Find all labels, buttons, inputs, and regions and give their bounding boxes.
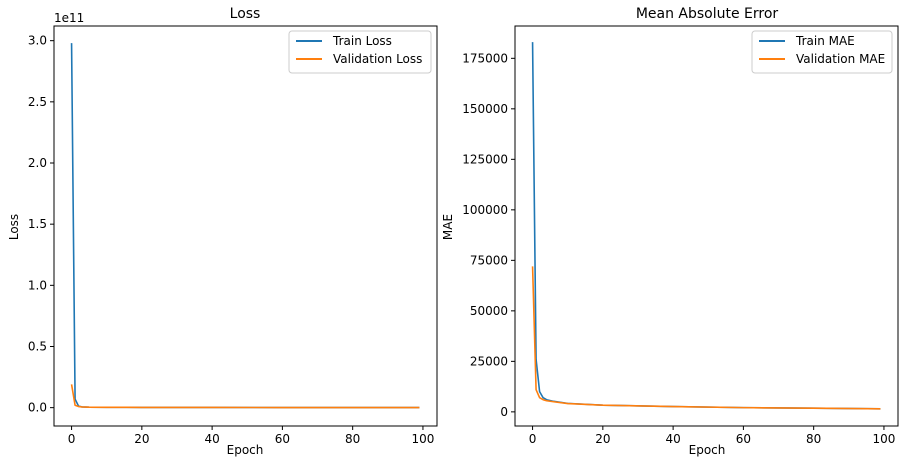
mae-ticks: 0 20 40 60 80 100 0 25000 50000 75000 100000 125000… (462, 51, 895, 446)
mae-chart: Mean Absolute Error Epoch MAE 0 20 40 60 80 1… (441, 6, 898, 457)
mae-y-tick-label: 175000 (462, 51, 508, 65)
mae-y-tick-label: 125000 (462, 152, 508, 166)
loss-series-line-train (72, 43, 420, 407)
loss-y-tick-label: 0.0 (28, 401, 47, 415)
mae-y-tick-label: 25000 (470, 354, 508, 368)
mae-chart-title: Mean Absolute Error (636, 6, 779, 22)
loss-y-tick-label: 0.5 (28, 339, 47, 353)
loss-offset-text: 1e11 (54, 11, 84, 25)
loss-x-tick-label: 60 (275, 432, 290, 446)
mae-x-tick-label: 60 (736, 432, 751, 446)
mae-legend-label-train: Train MAE (795, 34, 855, 48)
loss-x-tick-label: 40 (204, 432, 219, 446)
loss-legend-label-train: Train Loss (332, 34, 392, 48)
mae-legend: Train MAE Validation MAE (752, 31, 892, 73)
mae-x-axis-label: Epoch (689, 443, 726, 457)
mae-legend-label-validation: Validation MAE (796, 52, 885, 66)
mae-y-axis-label: MAE (441, 214, 455, 240)
loss-series-line-validation (72, 384, 420, 407)
mae-x-tick-label: 100 (872, 432, 895, 446)
mae-plot-area (533, 42, 881, 409)
mae-y-tick-label: 100000 (462, 203, 508, 217)
mae-series-line-validation (533, 266, 881, 408)
mae-x-tick-label: 40 (665, 432, 680, 446)
loss-x-axis-label: Epoch (227, 443, 264, 457)
mae-y-tick-label: 50000 (470, 304, 508, 318)
loss-ticks: 0 20 40 60 80 100 0.0 0.5 1.0 1.5 2.0 2.5 3.0 (28, 34, 434, 446)
loss-y-axis-label: Loss (7, 214, 21, 240)
loss-y-tick-label: 2.5 (28, 95, 47, 109)
loss-x-tick-label: 80 (345, 432, 360, 446)
loss-y-tick-label: 1.5 (28, 217, 47, 231)
mae-series-line-train (533, 42, 881, 409)
loss-y-tick-label: 1.0 (28, 278, 47, 292)
mae-y-tick-label: 75000 (470, 253, 508, 267)
loss-y-tick-label: 3.0 (28, 34, 47, 48)
mae-x-tick-label: 0 (529, 432, 537, 446)
loss-chart: Loss 1e11 Epoch Loss 0 20 40 60 80 100 0.0 0.5 1… (7, 6, 437, 457)
loss-legend-label-validation: Validation Loss (333, 52, 422, 66)
loss-x-tick-label: 100 (411, 432, 434, 446)
mae-axes-frame (515, 26, 898, 426)
loss-legend: Train Loss Validation Loss (289, 31, 431, 73)
loss-axes-frame (54, 26, 437, 426)
mae-x-tick-label: 80 (806, 432, 821, 446)
loss-x-tick-label: 20 (134, 432, 149, 446)
loss-y-tick-label: 2.0 (28, 156, 47, 170)
mae-y-tick-label: 150000 (462, 102, 508, 116)
mae-y-tick-label: 0 (500, 405, 508, 419)
loss-plot-area (72, 43, 420, 407)
loss-x-tick-label: 0 (68, 432, 76, 446)
loss-chart-title: Loss (230, 6, 261, 22)
mae-x-tick-label: 20 (595, 432, 610, 446)
